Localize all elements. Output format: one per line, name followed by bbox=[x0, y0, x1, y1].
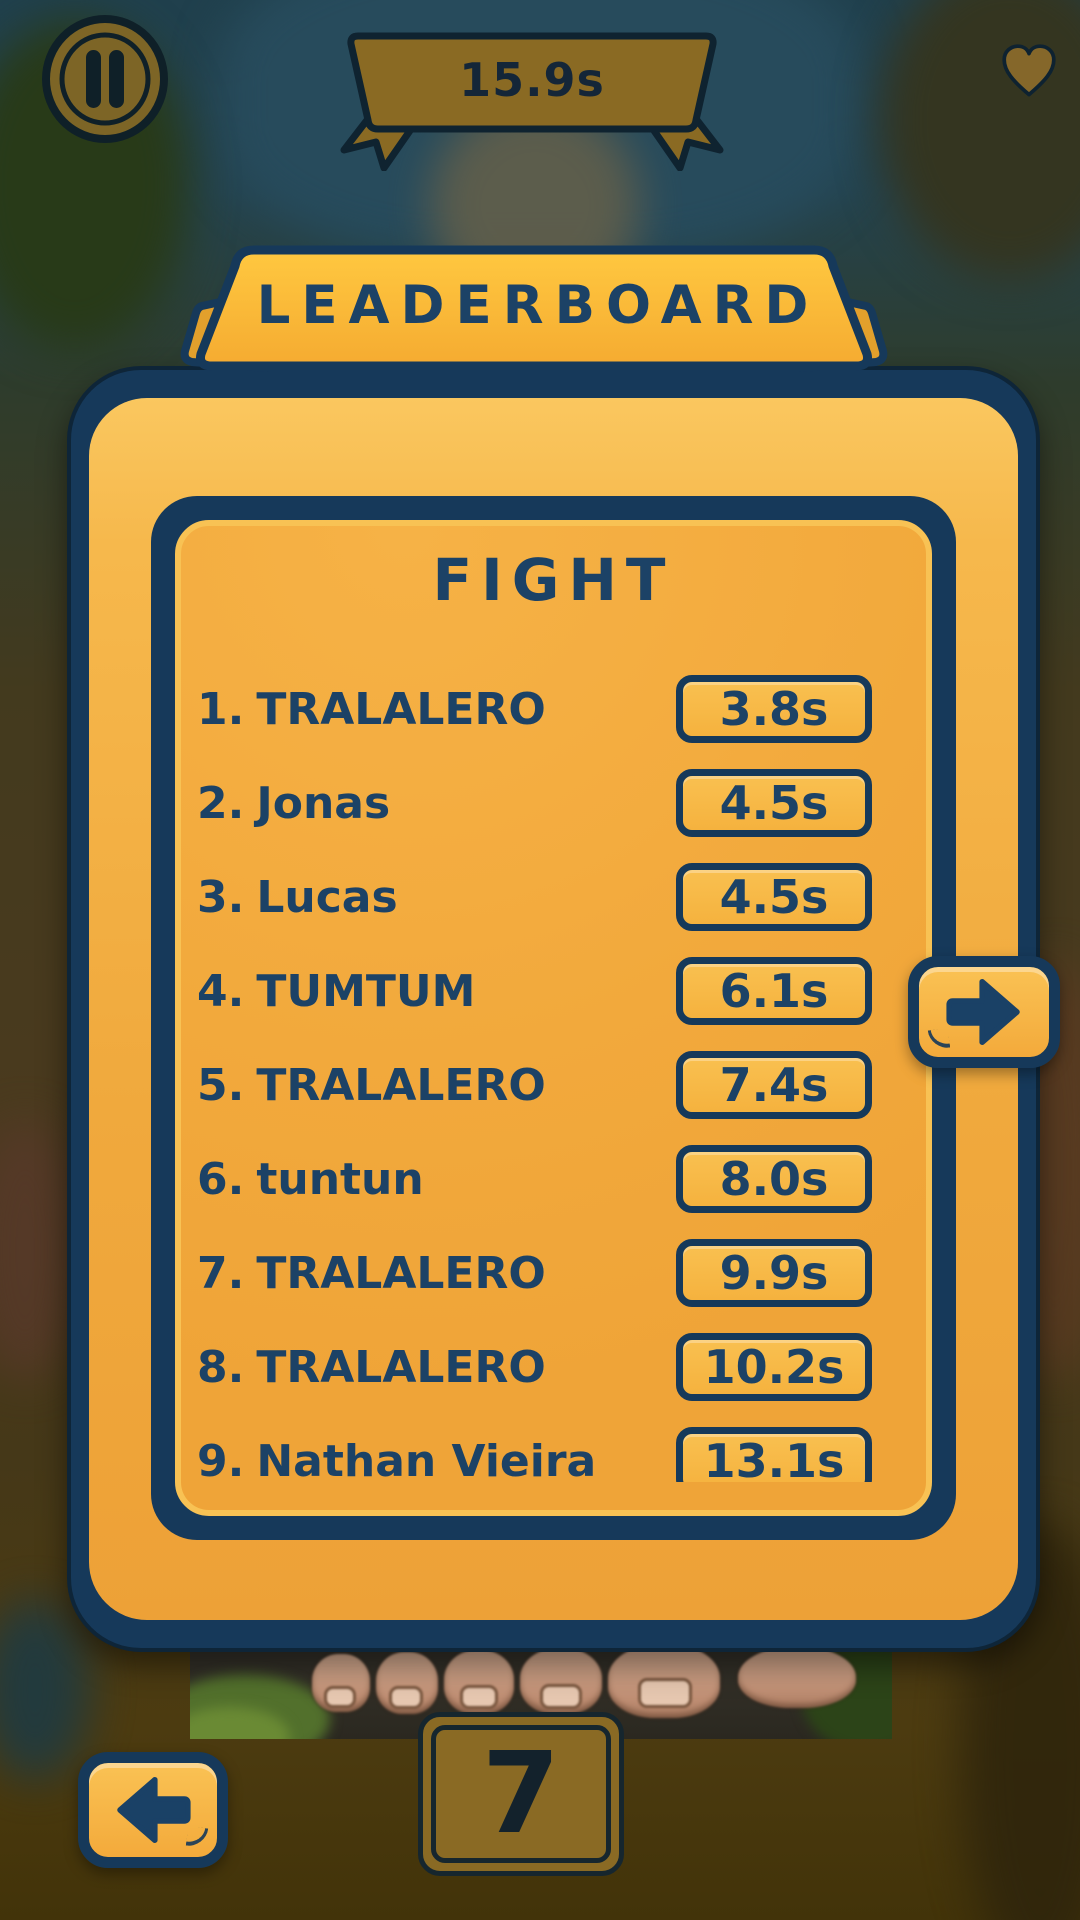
player-rank: 2. bbox=[197, 777, 245, 829]
player-name: TRALALERO bbox=[256, 1059, 546, 1111]
player-rank: 9. bbox=[197, 1435, 245, 1483]
time-pill: 4.5s bbox=[676, 769, 872, 837]
player-label: 5. TRALALERO bbox=[197, 1060, 546, 1111]
player-label: 4. TUMTUM bbox=[197, 966, 475, 1017]
leaderboard-row: 2. Jonas 4.5s bbox=[197, 756, 926, 850]
time-value: 13.1s bbox=[703, 1434, 845, 1482]
pause-icon bbox=[42, 15, 168, 143]
level-screenshot-strip bbox=[190, 1652, 892, 1739]
player-name: TRALALERO bbox=[256, 683, 546, 735]
player-name: Jonas bbox=[256, 777, 391, 829]
player-rank: 3. bbox=[197, 871, 245, 923]
paint-scratch bbox=[927, 1027, 951, 1051]
toe bbox=[312, 1654, 370, 1712]
time-pill: 10.2s bbox=[676, 1333, 872, 1401]
player-label: 7. TRALALERO bbox=[197, 1248, 546, 1299]
time-value: 9.9s bbox=[719, 1246, 829, 1300]
list-title: FIGHT bbox=[432, 546, 675, 614]
next-page-button[interactable] bbox=[908, 956, 1060, 1068]
player-rank: 4. bbox=[197, 965, 245, 1017]
leaderboard-banner bbox=[180, 245, 888, 372]
arrow-left-icon bbox=[117, 1777, 191, 1843]
leaderboard-row: 6. tuntun 8.0s bbox=[197, 1132, 926, 1226]
leaderboard-list: 1. TRALALERO 3.8s 2. Jonas 4.5s 3. Lucas 4.… bbox=[181, 638, 926, 1482]
page-number-inner: 7 bbox=[431, 1725, 611, 1863]
leaderboard-row: 1. TRALALERO 3.8s bbox=[197, 662, 926, 756]
leaderboard-title: LEADERBOARD bbox=[256, 274, 820, 336]
time-value: 8.0s bbox=[719, 1152, 829, 1206]
leaderboard-row: 5. TRALALERO 7.4s bbox=[197, 1038, 926, 1132]
time-value: 4.5s bbox=[719, 776, 829, 830]
leaderboard-row: 7. TRALALERO 9.9s bbox=[197, 1226, 926, 1320]
player-name: TRALALERO bbox=[256, 1247, 546, 1299]
time-pill: 8.0s bbox=[676, 1145, 872, 1213]
time-value: 3.8s bbox=[719, 682, 829, 736]
player-label: 9. Nathan Vieira bbox=[197, 1436, 596, 1483]
prev-page-button[interactable] bbox=[78, 1752, 228, 1868]
time-pill: 13.1s bbox=[676, 1427, 872, 1482]
heart-icon bbox=[1002, 44, 1056, 97]
toe bbox=[444, 1652, 514, 1714]
player-name: tuntun bbox=[256, 1153, 424, 1205]
other-foot-toe bbox=[738, 1652, 856, 1708]
player-name: TRALALERO bbox=[256, 1341, 546, 1393]
player-label: 6. tuntun bbox=[197, 1154, 424, 1205]
panel-interior: FIGHT 1. TRALALERO 3.8s 2. Jonas 4.5s 3. Lu… bbox=[175, 520, 932, 1516]
timer-ribbon-banner bbox=[340, 32, 724, 171]
time-value: 6.1s bbox=[719, 964, 829, 1018]
page-number: 7 bbox=[482, 1729, 560, 1859]
player-rank: 8. bbox=[197, 1341, 245, 1393]
player-rank: 1. bbox=[197, 683, 245, 735]
player-label: 2. Jonas bbox=[197, 778, 390, 829]
time-pill: 4.5s bbox=[676, 863, 872, 931]
big-toe bbox=[608, 1652, 720, 1718]
panel-inner-frame: FIGHT 1. TRALALERO 3.8s 2. Jonas 4.5s 3. Lu… bbox=[151, 496, 956, 1540]
time-value: 10.2s bbox=[703, 1340, 845, 1394]
player-label: 8. TRALALERO bbox=[197, 1342, 546, 1393]
player-label: 3. Lucas bbox=[197, 872, 398, 923]
time-value: 7.4s bbox=[719, 1058, 829, 1112]
player-rank: 7. bbox=[197, 1247, 245, 1299]
leaderboard-row: 3. Lucas 4.5s bbox=[197, 850, 926, 944]
toe bbox=[520, 1652, 602, 1714]
toe bbox=[376, 1652, 438, 1714]
paint-scratch bbox=[185, 1825, 209, 1849]
time-pill: 9.9s bbox=[676, 1239, 872, 1307]
time-value: 4.5s bbox=[719, 870, 829, 924]
player-name: TUMTUM bbox=[256, 965, 476, 1017]
pond-blur bbox=[0, 1600, 90, 1780]
player-rank: 6. bbox=[197, 1153, 245, 1205]
arrow-right-icon bbox=[946, 979, 1020, 1045]
page-number-button[interactable]: 7 bbox=[418, 1712, 624, 1876]
time-pill: 6.1s bbox=[676, 957, 872, 1025]
player-label: 1. TRALALERO bbox=[197, 684, 546, 735]
leaderboard-panel: FIGHT 1. TRALALERO 3.8s 2. Jonas 4.5s 3. Lu… bbox=[67, 366, 1040, 1652]
time-pill: 3.8s bbox=[676, 675, 872, 743]
player-name: Nathan Vieira bbox=[256, 1435, 597, 1483]
pause-button[interactable] bbox=[40, 14, 170, 144]
timer-value: 15.9s bbox=[459, 53, 605, 107]
leaderboard-row: 4. TUMTUM 6.1s bbox=[197, 944, 926, 1038]
time-pill: 7.4s bbox=[676, 1051, 872, 1119]
leaderboard-row: 8. TRALALERO 10.2s bbox=[197, 1320, 926, 1414]
player-name: Lucas bbox=[256, 871, 398, 923]
player-rank: 5. bbox=[197, 1059, 245, 1111]
leaderboard-row: 9. Nathan Vieira 13.1s bbox=[197, 1414, 926, 1482]
